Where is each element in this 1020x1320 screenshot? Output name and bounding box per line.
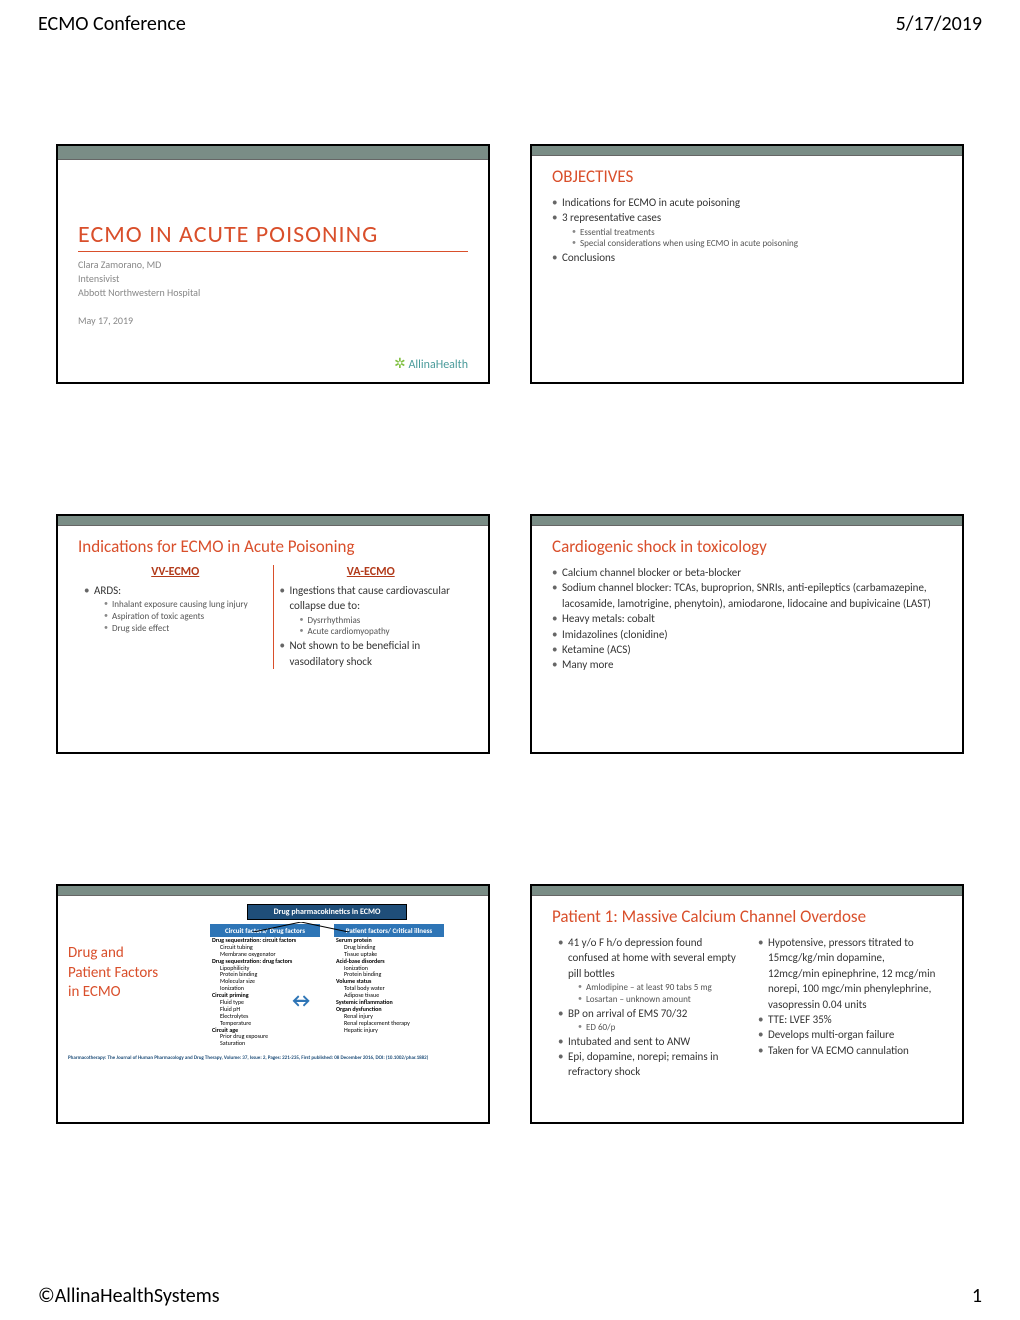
slide-objectives: OBJECTIVES Indications for ECMO in acute… bbox=[530, 144, 964, 384]
allina-logo: ✲ AllinaHealth bbox=[394, 355, 468, 372]
slide6-heading: Patient 1: Massive Calcium Channel Overd… bbox=[552, 906, 942, 927]
slide2-list: Indications for ECMO in acute poisoning … bbox=[552, 195, 942, 266]
slides-grid: ECMO IN ACUTE POISONING Clara Zamorano, … bbox=[0, 44, 1020, 1164]
list-item: 41 y/o F h/o depression found confused a… bbox=[558, 935, 736, 1006]
slide1-author: Clara Zamorano, MD Intensivist Abbott No… bbox=[78, 258, 468, 328]
page-header: ECMO Conference 5/17/2019 bbox=[0, 0, 1020, 44]
page-footer: ©AllinaHealthSystems 1 bbox=[38, 1284, 982, 1308]
slide5-citation: Pharmacotherapy: The Journal of Human Ph… bbox=[58, 1055, 488, 1065]
flower-icon: ✲ bbox=[394, 355, 406, 372]
list-item: Develops multi-organ failure bbox=[758, 1027, 936, 1042]
list-item: Taken for VA ECMO cannulation bbox=[758, 1043, 936, 1058]
slide-title: ECMO IN ACUTE POISONING Clara Zamorano, … bbox=[56, 144, 490, 384]
slide5-title: Drug and Patient Factors in ECMO bbox=[68, 904, 168, 1047]
slide3-heading: Indications for ECMO in Acute Poisoning bbox=[78, 536, 468, 557]
list-item: Hypotensive, pressors titrated to 15mcg/… bbox=[758, 935, 936, 1012]
footer-right: 1 bbox=[972, 1284, 982, 1308]
slide-indications: Indications for ECMO in Acute Poisoning … bbox=[56, 514, 490, 754]
diagram: Drug pharmacokinetics in ECMO Circuit fa… bbox=[176, 904, 478, 1047]
slide-factors: Drug and Patient Factors in ECMO Drug ph… bbox=[56, 884, 490, 1124]
list-item: TTE: LVEF 35% bbox=[758, 1012, 936, 1027]
list-item: Intubated and sent to ANW bbox=[558, 1034, 736, 1049]
slide4-list: Calcium channel blocker or beta-blocker … bbox=[552, 565, 942, 673]
footer-left: ©AllinaHealthSystems bbox=[38, 1284, 220, 1308]
slide2-heading: OBJECTIVES bbox=[552, 166, 942, 187]
header-left: ECMO Conference bbox=[38, 12, 186, 36]
slide4-heading: Cardiogenic shock in toxicology bbox=[552, 536, 942, 557]
slide-cardiogenic: Cardiogenic shock in toxicology Calcium … bbox=[530, 514, 964, 754]
slide-patient1: Patient 1: Massive Calcium Channel Overd… bbox=[530, 884, 964, 1124]
slide1-title: ECMO IN ACUTE POISONING bbox=[78, 220, 468, 252]
header-right: 5/17/2019 bbox=[896, 12, 982, 36]
double-arrow-icon: ↔ bbox=[288, 989, 314, 1013]
list-item: Epi, dopamine, norepi; remains in refrac… bbox=[558, 1049, 736, 1080]
list-item: BP on arrival of EMS 70/32ED 60/p bbox=[558, 1006, 736, 1034]
